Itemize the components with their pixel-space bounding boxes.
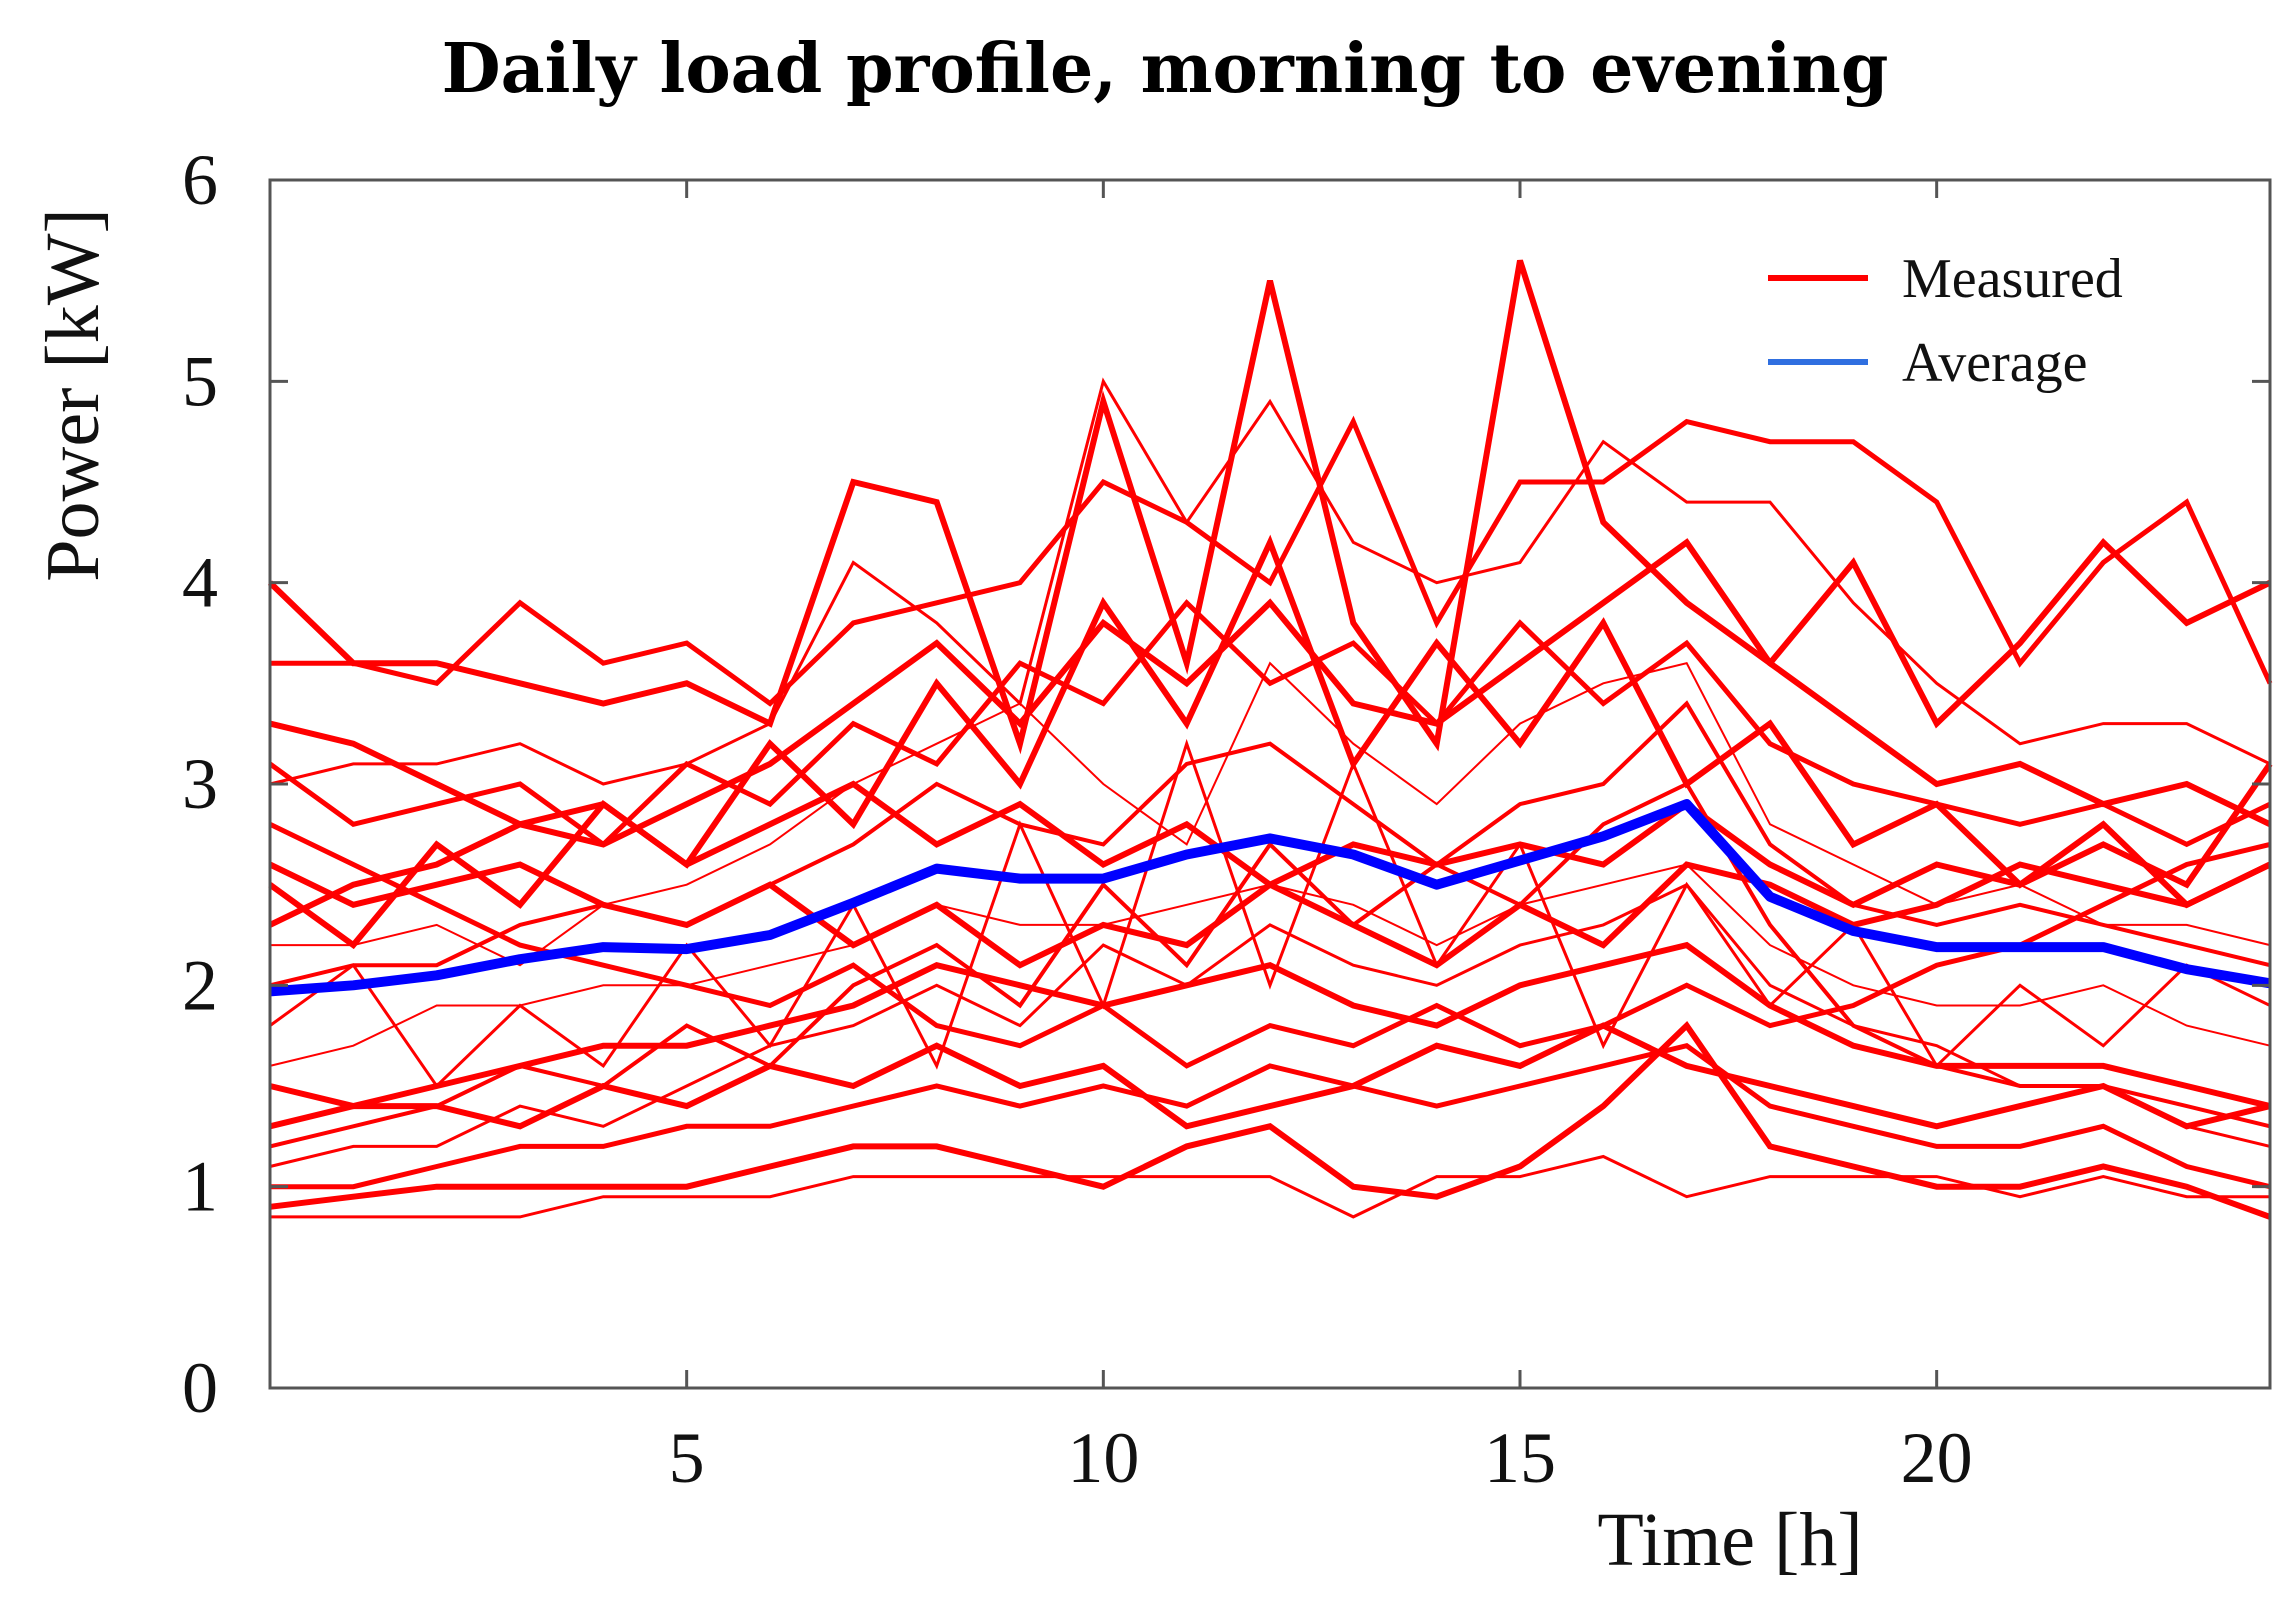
y-tick-label-6: 6 [182, 140, 218, 220]
chart-title: Daily load profile, morning to evening [442, 29, 1889, 109]
measured-series-line-10 [269, 1020, 2272, 1220]
measured-series-line-17 [269, 1022, 2271, 1130]
axis-ticks [270, 178, 2270, 1390]
measured-series-line-12 [268, 822, 2271, 1069]
y-axis-label: Power [kW] [31, 208, 115, 582]
measured-series-line-8 [270, 1042, 2271, 1190]
y-tick-label-1: 1 [182, 1147, 218, 1227]
measured-series-line-9 [270, 1154, 2270, 1219]
measured-series-line-1 [267, 259, 2272, 755]
measured-series-line-4 [268, 538, 2272, 928]
average-series-line [269, 799, 2271, 997]
legend-label-measured: Measured [1902, 248, 2123, 310]
x-tick-label-15: 15 [1484, 1418, 1556, 1498]
x-tick-label-10: 10 [1067, 1418, 1139, 1498]
y-tick-label-3: 3 [182, 744, 218, 824]
y-tick-label-2: 2 [182, 945, 218, 1025]
measured-series-line-18 [268, 599, 2272, 848]
x-axis-label: Time [h] [1597, 1498, 1862, 1582]
y-tick-label-5: 5 [182, 341, 218, 421]
measured-series-line-20 [268, 861, 2272, 969]
measured-series-line-3 [269, 377, 2271, 786]
x-tick-label-5: 5 [669, 1418, 705, 1498]
axis-tick-labels: 5 10 15 20 0 1 2 3 4 5 6 [182, 140, 1973, 1498]
y-tick-label-0: 0 [182, 1348, 218, 1428]
x-tick-label-20: 20 [1901, 1418, 1973, 1498]
measured-series-line-19 [269, 882, 2271, 1168]
y-tick-label-4: 4 [182, 543, 218, 623]
measured-series-line-2 [270, 415, 2273, 707]
legend: Measured Average [1768, 248, 2123, 394]
plot-lines [267, 259, 2273, 1220]
legend-label-average: Average [1902, 332, 2088, 394]
